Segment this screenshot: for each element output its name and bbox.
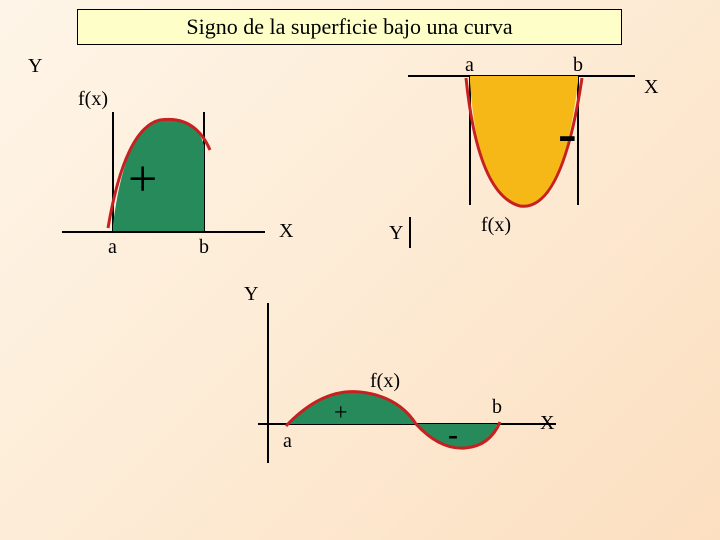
diagram-mixed [0, 0, 720, 540]
label-fx-center: f(x) [370, 370, 400, 393]
label-b3: b [492, 396, 502, 419]
label-X-center: X [540, 412, 554, 435]
label-a3: a [283, 430, 292, 453]
minus-small: - [448, 418, 458, 452]
plus-small: + [334, 400, 348, 427]
